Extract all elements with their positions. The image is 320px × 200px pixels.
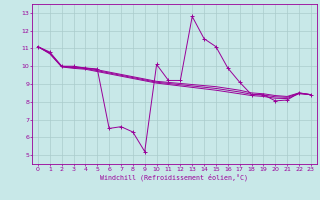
X-axis label: Windchill (Refroidissement éolien,°C): Windchill (Refroidissement éolien,°C) bbox=[100, 173, 248, 181]
